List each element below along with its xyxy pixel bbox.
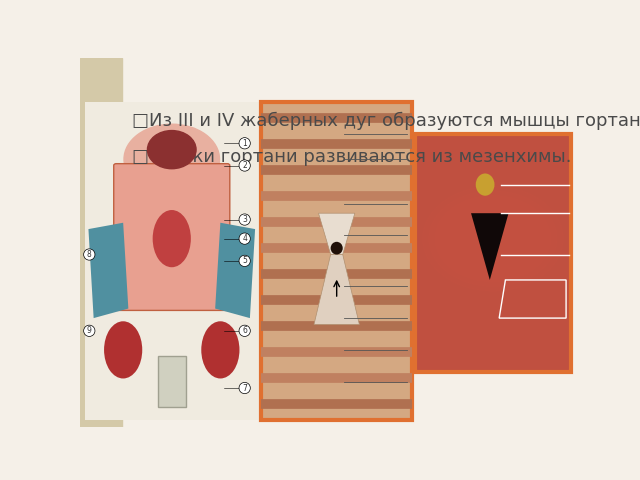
Circle shape xyxy=(460,214,525,263)
Text: 2: 2 xyxy=(243,161,247,170)
Circle shape xyxy=(454,210,532,268)
Text: 8: 8 xyxy=(87,250,92,259)
Bar xyxy=(80,58,122,427)
Ellipse shape xyxy=(124,124,220,194)
Ellipse shape xyxy=(147,131,196,168)
Polygon shape xyxy=(314,254,360,324)
Ellipse shape xyxy=(153,210,191,267)
Text: 1: 1 xyxy=(243,139,247,148)
Circle shape xyxy=(422,186,563,291)
Circle shape xyxy=(442,200,545,277)
Circle shape xyxy=(467,219,520,258)
Circle shape xyxy=(429,191,557,287)
Ellipse shape xyxy=(104,321,142,379)
Text: 4: 4 xyxy=(242,234,247,243)
Polygon shape xyxy=(88,223,129,318)
Polygon shape xyxy=(471,213,509,280)
Text: 9: 9 xyxy=(87,326,92,336)
Text: 7: 7 xyxy=(242,384,247,393)
Bar xyxy=(158,356,186,407)
Bar xyxy=(85,102,259,420)
Bar xyxy=(415,134,571,372)
Ellipse shape xyxy=(201,321,239,379)
Text: 5: 5 xyxy=(242,256,247,265)
Circle shape xyxy=(435,195,551,282)
Polygon shape xyxy=(215,223,255,318)
Text: □Связки гортани развиваются из мезенхимы.: □Связки гортани развиваются из мезенхимы… xyxy=(132,148,572,167)
Text: □Из III и IV жаберных дуг образуются мышцы гортани.: □Из III и IV жаберных дуг образуются мыш… xyxy=(132,111,640,130)
FancyBboxPatch shape xyxy=(114,164,230,311)
Polygon shape xyxy=(319,213,355,254)
Text: 3: 3 xyxy=(242,215,247,224)
Text: 6: 6 xyxy=(242,326,247,336)
Circle shape xyxy=(447,205,538,272)
Bar xyxy=(261,102,412,420)
Ellipse shape xyxy=(331,242,343,254)
Ellipse shape xyxy=(476,173,495,196)
